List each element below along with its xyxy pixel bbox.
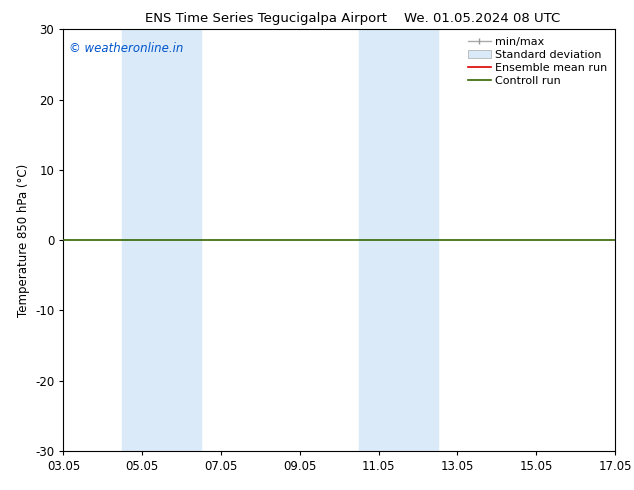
Text: © weatheronline.in: © weatheronline.in — [69, 42, 183, 55]
Legend: min/max, Standard deviation, Ensemble mean run, Controll run: min/max, Standard deviation, Ensemble me… — [466, 35, 609, 88]
Text: ENS Time Series Tegucigalpa Airport: ENS Time Series Tegucigalpa Airport — [145, 12, 387, 25]
Text: We. 01.05.2024 08 UTC: We. 01.05.2024 08 UTC — [404, 12, 560, 25]
Y-axis label: Temperature 850 hPa (°C): Temperature 850 hPa (°C) — [16, 164, 30, 317]
Bar — [122, 29, 202, 451]
Bar — [359, 29, 437, 451]
